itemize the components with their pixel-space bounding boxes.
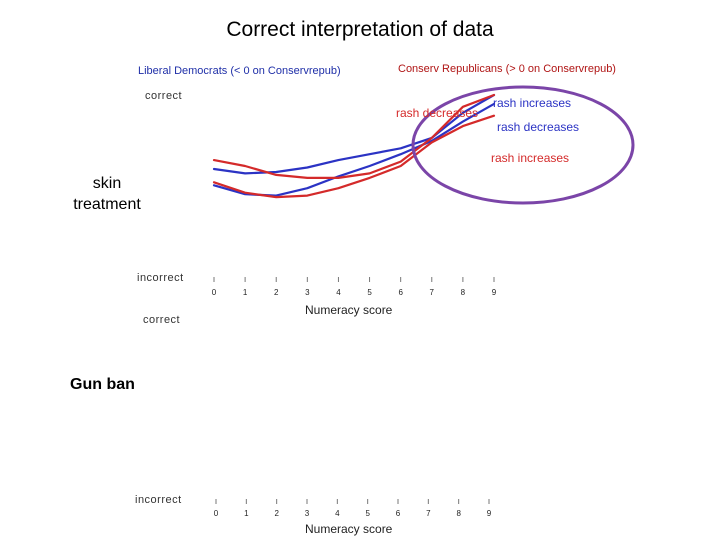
skin-x-tick-label: 4 [336, 288, 341, 297]
liberal-legend-label: Liberal Democrats (< 0 on Conservrepub) [138, 65, 341, 77]
skin-x-tick-label: 9 [492, 288, 497, 297]
skin-x-tick-label: 8 [461, 288, 466, 297]
gun-x-tick-label: 3 [305, 509, 310, 518]
conservative-legend-label: Conserv Republicans (> 0 on Conservrepub… [398, 63, 616, 75]
annotation-label: rash increases [491, 151, 569, 165]
gun-y-bottom-label: incorrect [135, 494, 182, 506]
skin-x-tick-label: 3 [305, 288, 310, 297]
gun-x-axis-label: Numeracy score [305, 522, 393, 536]
gun-x-tick-label: 4 [335, 509, 340, 518]
page-title: Correct interpretation of data [226, 18, 494, 41]
gun-x-tick-label: 9 [487, 509, 492, 518]
gun-x-tick-label: 1 [244, 509, 249, 518]
skin-x-axis-label: Numeracy score [305, 303, 393, 317]
gun-x-tick-label: 5 [365, 509, 370, 518]
gun-chart: 0 1 2 3 4 5 6 7 8 9 [214, 499, 492, 518]
gun-x-tick-label: 2 [274, 509, 279, 518]
highlight-ellipse [411, 85, 635, 205]
annotation-label: rash decreases [396, 106, 478, 120]
gun-x-tick-label: 8 [456, 509, 461, 518]
skin-x-tick-label: 7 [430, 288, 435, 297]
skin-chart: 0 1 2 3 4 5 6 7 8 9 [212, 93, 497, 297]
skin-x-tick-label: 6 [398, 288, 403, 297]
skin-x-tick-label: 2 [274, 288, 279, 297]
gun-x-tick-label: 0 [214, 509, 219, 518]
gun-panel-label: Gun ban [70, 376, 135, 393]
skin-series-conservative-line [212, 93, 496, 179]
gun-x-tick-label: 6 [396, 509, 401, 518]
skin-series-liberal-line [212, 93, 496, 175]
annotation-label: rash increases [493, 96, 571, 110]
annotations: rash increases rash decreases rash decreas… [396, 96, 579, 165]
skin-y-bottom-label: incorrect [137, 272, 184, 284]
gun-y-top-label: correct [143, 314, 181, 326]
skin-x-tick-label: 5 [367, 288, 372, 297]
skin-panel-label: skin treatment [73, 175, 141, 213]
gun-x-tick-label: 7 [426, 509, 431, 518]
skin-x-tick-label: 1 [243, 288, 248, 297]
annotation-label: rash decreases [497, 120, 579, 134]
skin-y-top-label: correct [145, 90, 183, 102]
skin-x-tick-label: 0 [212, 288, 217, 297]
skin-series-conservative-line [212, 114, 496, 199]
